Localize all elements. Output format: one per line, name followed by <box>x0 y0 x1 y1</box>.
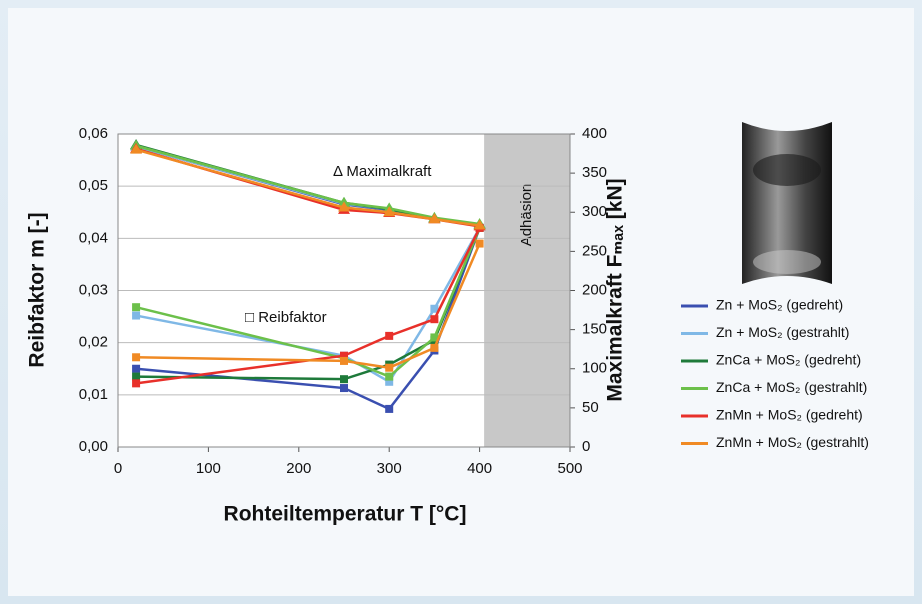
chart: Reibfaktor m [-] Maximalkraft Fₘₐₓ [kN] … <box>0 0 922 604</box>
y-tick-label: 0,05 <box>79 177 108 194</box>
y2-tick-label: 0 <box>582 438 590 455</box>
y-tick-label: 0,03 <box>79 281 108 298</box>
y2-tick-label: 200 <box>582 281 607 298</box>
y-tick-label: 0,04 <box>79 229 108 246</box>
page: Reibfaktor m [-] Maximalkraft Fₘₐₓ [kN] … <box>0 0 922 604</box>
annotation: Δ Maximalkraft <box>333 163 432 180</box>
y-tick-label: 0,02 <box>79 334 108 351</box>
friction-marker <box>132 379 140 387</box>
y2-tick-label: 350 <box>582 164 607 181</box>
friction-marker <box>385 405 393 413</box>
annotation: □ Reibfaktor <box>245 309 327 326</box>
x-tick-label: 500 <box>557 460 582 477</box>
friction-marker <box>385 332 393 340</box>
x-axis-title: Rohteiltemperatur T [°C] <box>224 503 467 526</box>
friction-marker <box>132 353 140 361</box>
part-photo <box>742 122 832 284</box>
y2-tick-label: 400 <box>582 125 607 142</box>
friction-marker <box>132 312 140 320</box>
y-tick-label: 0,00 <box>79 438 108 455</box>
y2-tick-label: 150 <box>582 321 607 338</box>
x-tick-label: 200 <box>286 460 311 477</box>
friction-marker <box>476 240 484 248</box>
y2-tick-label: 250 <box>582 242 607 259</box>
x-tick-label: 0 <box>114 460 122 477</box>
friction-marker <box>132 365 140 373</box>
annotation: Adhäsion <box>518 184 535 247</box>
y-axis-title: Reibfaktor m [-] <box>26 212 49 367</box>
legend-label: Zn + MoS₂ (gedreht) <box>716 297 843 313</box>
friction-marker <box>340 375 348 383</box>
friction-marker <box>385 373 393 381</box>
friction-marker <box>340 357 348 365</box>
x-tick-label: 400 <box>467 460 492 477</box>
legend-label: ZnCa + MoS₂ (gestrahlt) <box>716 379 867 395</box>
friction-marker <box>132 303 140 311</box>
y2-tick-label: 100 <box>582 360 607 377</box>
y2-tick-label: 50 <box>582 399 599 416</box>
y2-tick-label: 300 <box>582 203 607 220</box>
friction-marker <box>385 364 393 372</box>
x-tick-label: 300 <box>377 460 402 477</box>
x-tick-label: 100 <box>196 460 221 477</box>
legend-label: ZnMn + MoS₂ (gedreht) <box>716 407 863 423</box>
friction-marker <box>340 384 348 392</box>
legend-label: ZnMn + MoS₂ (gestrahlt) <box>716 434 869 450</box>
friction-marker <box>430 315 438 323</box>
legend-label: Zn + MoS₂ (gestrahlt) <box>716 324 849 340</box>
y-tick-label: 0,06 <box>79 125 108 142</box>
y-tick-label: 0,01 <box>79 386 108 403</box>
legend-label: ZnCa + MoS₂ (gedreht) <box>716 352 861 368</box>
friction-marker <box>430 344 438 352</box>
